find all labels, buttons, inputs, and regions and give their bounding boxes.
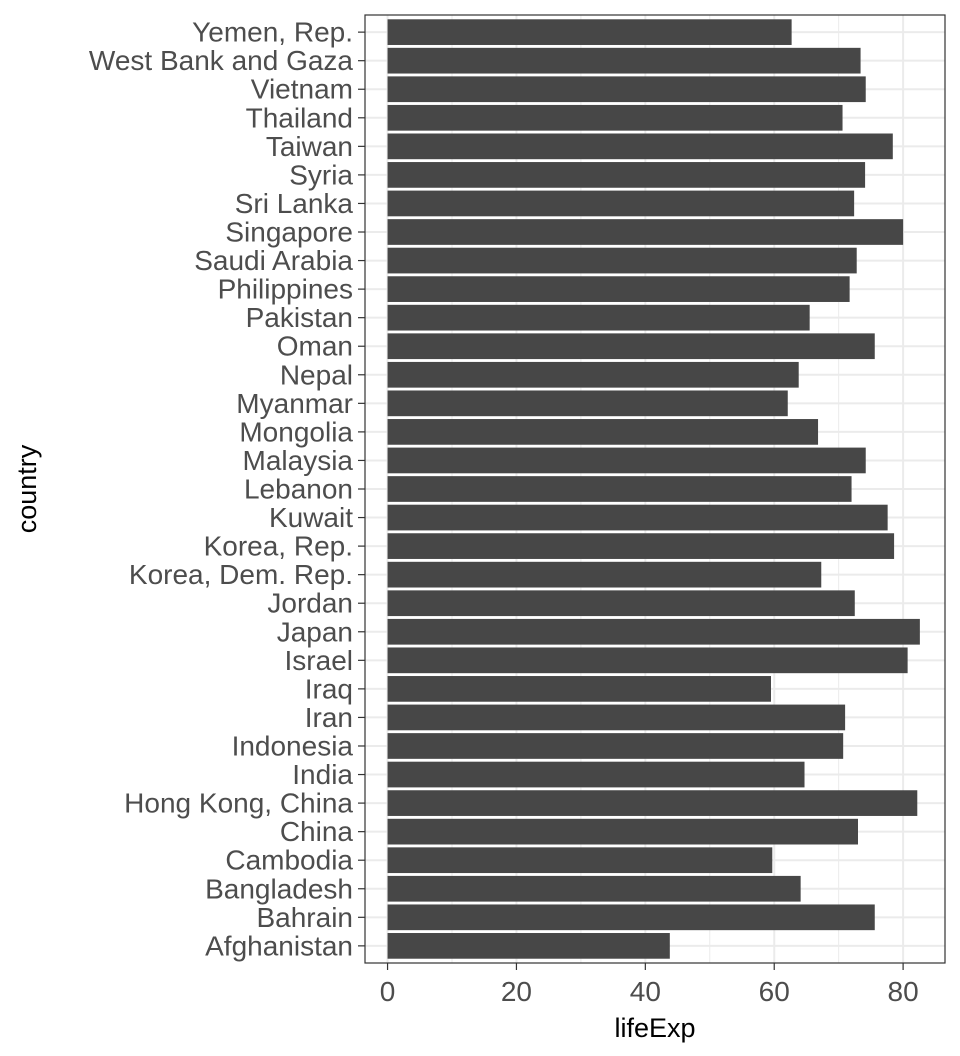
bar — [387, 419, 819, 445]
y-tick-label: Cambodia — [225, 845, 353, 876]
y-tick-label: Sri Lanka — [235, 188, 354, 219]
y-tick-label: Israel — [285, 645, 353, 676]
bar — [387, 875, 801, 902]
y-tick-label: Saudi Arabia — [194, 245, 353, 276]
y-tick-label: Oman — [277, 331, 353, 362]
y-tick-label: Philippines — [218, 274, 353, 305]
bar — [387, 247, 857, 274]
x-axis: 0 20 40 60 80 — [380, 963, 919, 1007]
y-tick-label: Lebanon — [244, 474, 353, 505]
y-tick-label: Yemen, Rep. — [192, 17, 353, 48]
bar — [387, 933, 670, 959]
y-tick-label: Afghanistan — [205, 930, 353, 961]
bar — [387, 162, 866, 188]
y-tick-label: Vietnam — [251, 74, 353, 105]
bar — [387, 761, 805, 788]
y-tick-label: Pakistan — [246, 302, 353, 333]
bar — [387, 847, 773, 874]
y-tick-label: Indonesia — [232, 730, 354, 761]
x-axis-title: lifeExp — [614, 1013, 695, 1043]
bar — [387, 219, 904, 245]
bar — [387, 818, 858, 845]
bar — [387, 76, 866, 103]
bar — [387, 676, 771, 702]
y-tick-label: Korea, Rep. — [204, 531, 353, 562]
y-tick-label: Malaysia — [243, 445, 354, 476]
y-tick-label: Bangladesh — [205, 873, 353, 904]
y-tick-label: Myanmar — [236, 388, 353, 419]
bar — [387, 390, 788, 417]
y-tick-label: China — [280, 816, 354, 847]
bar — [387, 19, 792, 45]
x-tick-label: 20 — [501, 976, 532, 1007]
y-axis: AfghanistanBahrainBangladeshCambodiaChin… — [89, 17, 365, 961]
bar — [387, 561, 822, 588]
y-tick-label: Japan — [277, 616, 353, 647]
y-tick-label: Iran — [305, 702, 353, 733]
y-axis-title: country — [12, 444, 42, 533]
y-tick-label: Korea, Dem. Rep. — [129, 559, 353, 590]
x-tick-label: 0 — [380, 976, 396, 1007]
bar — [387, 790, 918, 816]
y-tick-label: Taiwan — [266, 131, 353, 162]
y-tick-label: Syria — [289, 159, 353, 190]
x-tick-label: 60 — [759, 976, 790, 1007]
y-tick-label: Kuwait — [269, 502, 353, 533]
bars — [387, 19, 920, 959]
bar — [387, 590, 855, 617]
y-tick-label: Iraq — [305, 673, 353, 704]
bar — [387, 504, 888, 531]
bar — [387, 447, 866, 474]
bar — [387, 333, 875, 360]
y-tick-label: West Bank and Gaza — [89, 45, 354, 76]
bar — [387, 904, 875, 931]
y-tick-label: Jordan — [267, 588, 353, 619]
y-tick-label: Singapore — [225, 217, 353, 248]
bar — [387, 190, 855, 217]
y-tick-label: Nepal — [280, 359, 353, 390]
x-tick-label: 40 — [630, 976, 661, 1007]
bar — [387, 647, 908, 674]
bar — [387, 361, 799, 388]
y-tick-label: India — [292, 759, 353, 790]
bar — [387, 618, 920, 645]
bar — [387, 304, 810, 331]
bar — [387, 476, 852, 502]
y-tick-label: Mongolia — [239, 416, 353, 447]
bar — [387, 276, 850, 302]
y-tick-label: Bahrain — [256, 902, 353, 933]
bar — [387, 133, 893, 160]
bar — [387, 733, 844, 759]
x-tick-label: 80 — [888, 976, 919, 1007]
bar — [387, 104, 843, 131]
y-tick-label: Thailand — [246, 102, 353, 133]
y-tick-label: Hong Kong, China — [124, 788, 353, 819]
bar — [387, 47, 861, 74]
bar — [387, 533, 895, 559]
bar — [387, 704, 846, 731]
